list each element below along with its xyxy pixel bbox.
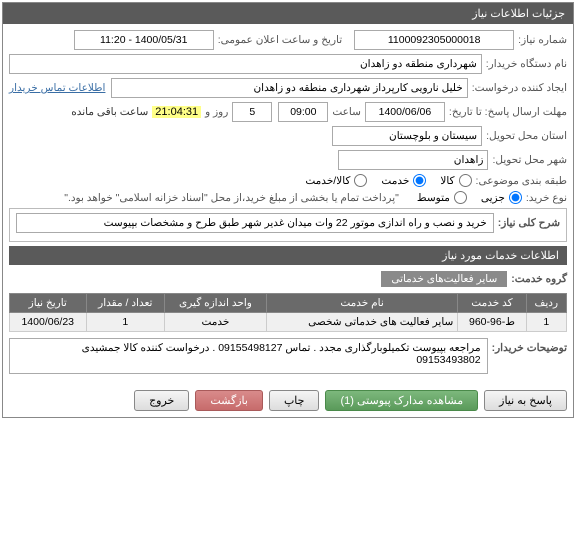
subject-type-label: طبقه بندی موضوعی: — [476, 175, 567, 187]
deadline-time-input[interactable] — [278, 102, 328, 122]
price-radio-group: جزیی متوسط — [407, 191, 522, 204]
services-section-title: اطلاعات خدمات مورد نیاز — [442, 250, 559, 262]
attachments-button[interactable]: مشاهده مدارک پیوستی (1) — [325, 390, 478, 411]
row-subject-type: طبقه بندی موضوعی: کالا خدمت کالا/خدمت — [9, 174, 567, 187]
requester-label: ایجاد کننده درخواست: — [472, 82, 567, 94]
services-table: ردیف کد خدمت نام خدمت واحد اندازه گیری ت… — [9, 293, 567, 332]
form-body: شماره نیاز: تاریخ و ساعت اعلان عمومی: نا… — [3, 24, 573, 384]
remaining-time: 21:04:31 — [152, 106, 201, 118]
general-label: شرح کلی نیاز: — [498, 217, 560, 229]
td-row: 1 — [526, 313, 566, 332]
province-label: استان محل تحویل: — [486, 130, 567, 142]
row-buyer: نام دستگاه خریدار: — [9, 54, 567, 74]
radio-motavaset[interactable] — [454, 191, 467, 204]
buyer-input[interactable] — [9, 54, 482, 74]
contact-link[interactable]: اطلاعات تماس خریدار — [9, 82, 105, 94]
table-header-row: ردیف کد خدمت نام خدمت واحد اندازه گیری ت… — [10, 294, 567, 313]
row-buyer-desc: توضیحات خریدار: مراجعه بپیوست تکمیلوبارگ… — [9, 338, 567, 374]
services-section-bar: اطلاعات خدمات مورد نیاز — [9, 246, 567, 265]
th-qty: تعداد / مقدار — [86, 294, 165, 313]
th-unit: واحد اندازه گیری — [165, 294, 267, 313]
th-date: تاریخ نیاز — [10, 294, 87, 313]
subject-radio-group: کالا خدمت کالا/خدمت — [295, 174, 471, 187]
row-need-no: شماره نیاز: تاریخ و ساعت اعلان عمومی: — [9, 30, 567, 50]
panel-title: جزئیات اطلاعات نیاز — [472, 8, 565, 20]
buyer-desc-label: توضیحات خریدار: — [492, 338, 567, 354]
radio-both-label: کالا/خدمت — [305, 175, 350, 187]
price-type-label: نوع خرید: — [526, 192, 567, 204]
service-group-value: سایر فعالیت‌های خدماتی — [381, 271, 507, 287]
remaining-label: ساعت باقی مانده — [71, 106, 148, 118]
announce-label: تاریخ و ساعت اعلان عمومی: — [218, 34, 342, 46]
time-label-1: ساعت — [332, 106, 361, 118]
respond-button[interactable]: پاسخ به نیاز — [484, 390, 567, 411]
need-no-label: شماره نیاز: — [518, 34, 567, 46]
province-input[interactable] — [332, 126, 482, 146]
payment-note: "پرداخت تمام یا بخشی از مبلغ خرید،از محل… — [64, 192, 399, 204]
row-requester: ایجاد کننده درخواست: اطلاعات تماس خریدار — [9, 78, 567, 98]
th-code: کد خدمت — [458, 294, 526, 313]
details-panel: جزئیات اطلاعات نیاز شماره نیاز: تاریخ و … — [2, 2, 574, 418]
exit-button[interactable]: خروج — [134, 390, 189, 411]
row-service-group: گروه خدمت: سایر فعالیت‌های خدماتی — [9, 269, 567, 289]
deadline-label: مهلت ارسال پاسخ: تا تاریخ: — [449, 106, 567, 118]
td-unit: خدمت — [165, 313, 267, 332]
row-deadline: مهلت ارسال پاسخ: تا تاریخ: ساعت روز و 21… — [9, 102, 567, 122]
table-row[interactable]: 1 ط-96-960 سایر فعالیت های خدماتی شخصی خ… — [10, 313, 567, 332]
th-name: نام خدمت — [266, 294, 458, 313]
radio-both[interactable] — [354, 174, 367, 187]
td-date: 1400/06/23 — [10, 313, 87, 332]
radio-jozi[interactable] — [509, 191, 522, 204]
radio-khedmat[interactable] — [413, 174, 426, 187]
row-province: استان محل تحویل: — [9, 126, 567, 146]
general-value: خرید و نصب و راه اندازی موتور 22 وات مید… — [16, 213, 494, 233]
panel-header: جزئیات اطلاعات نیاز — [3, 3, 573, 24]
td-code: ط-96-960 — [458, 313, 526, 332]
general-desc-box: شرح کلی نیاز: خرید و نصب و راه اندازی مو… — [9, 208, 567, 242]
radio-khedmat-label: خدمت — [381, 175, 409, 187]
days-label: روز و — [205, 106, 228, 118]
buyer-label: نام دستگاه خریدار: — [486, 58, 567, 70]
deadline-date-input[interactable] — [365, 102, 445, 122]
city-label: شهر محل تحویل: — [492, 154, 567, 166]
button-bar: پاسخ به نیاز مشاهده مدارک پیوستی (1) چاپ… — [3, 384, 573, 417]
buyer-desc-value: مراجعه بپیوست تکمیلوبارگذاری مجدد . تماس… — [9, 338, 488, 374]
radio-motavaset-label: متوسط — [417, 192, 450, 204]
service-group-label: گروه خدمت: — [511, 273, 567, 285]
days-input[interactable] — [232, 102, 272, 122]
row-city: شهر محل تحویل: — [9, 150, 567, 170]
row-general: شرح کلی نیاز: خرید و نصب و راه اندازی مو… — [16, 213, 560, 233]
print-button[interactable]: چاپ — [269, 390, 320, 411]
city-input[interactable] — [338, 150, 488, 170]
radio-kala-label: کالا — [440, 175, 454, 187]
td-qty: 1 — [86, 313, 165, 332]
need-no-input[interactable] — [354, 30, 514, 50]
td-name: سایر فعالیت های خدماتی شخصی — [266, 313, 458, 332]
radio-jozi-label: جزیی — [481, 192, 505, 204]
requester-input[interactable] — [111, 78, 467, 98]
announce-input[interactable] — [74, 30, 214, 50]
back-button[interactable]: بازگشت — [195, 390, 263, 411]
radio-kala[interactable] — [459, 174, 472, 187]
th-row: ردیف — [526, 294, 566, 313]
row-price-type: نوع خرید: جزیی متوسط "پرداخت تمام یا بخش… — [9, 191, 567, 204]
